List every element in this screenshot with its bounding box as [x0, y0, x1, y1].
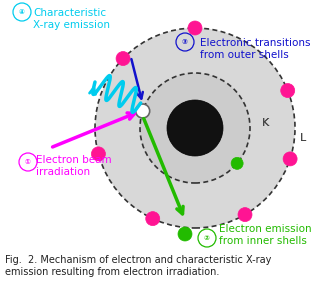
Text: Fig.  2. Mechanism of electron and characteristic X-ray
emission resulting from : Fig. 2. Mechanism of electron and charac…	[5, 255, 271, 277]
Text: ③: ③	[182, 39, 188, 45]
Text: Electron beam
irradiation: Electron beam irradiation	[36, 155, 112, 177]
Circle shape	[116, 51, 130, 66]
Circle shape	[140, 73, 250, 183]
Circle shape	[146, 212, 160, 226]
Circle shape	[95, 28, 295, 228]
Circle shape	[281, 84, 295, 98]
Text: K: K	[262, 118, 269, 128]
Text: L: L	[300, 133, 306, 143]
Text: Characteristic
X-ray emission: Characteristic X-ray emission	[33, 8, 110, 30]
Circle shape	[283, 152, 297, 166]
Circle shape	[178, 227, 192, 241]
Text: Electronic transitions
from outer shells: Electronic transitions from outer shells	[200, 38, 310, 61]
Circle shape	[136, 104, 150, 118]
Text: ②: ②	[204, 235, 210, 241]
Circle shape	[167, 100, 223, 156]
Circle shape	[188, 21, 202, 35]
Text: ①: ①	[25, 159, 31, 165]
Text: ④: ④	[19, 9, 25, 15]
Circle shape	[231, 157, 243, 169]
Circle shape	[238, 208, 252, 222]
Text: Electron emission
from inner shells: Electron emission from inner shells	[219, 224, 312, 247]
Text: K: K	[262, 118, 269, 128]
Text: L: L	[300, 133, 306, 143]
Circle shape	[91, 147, 105, 161]
